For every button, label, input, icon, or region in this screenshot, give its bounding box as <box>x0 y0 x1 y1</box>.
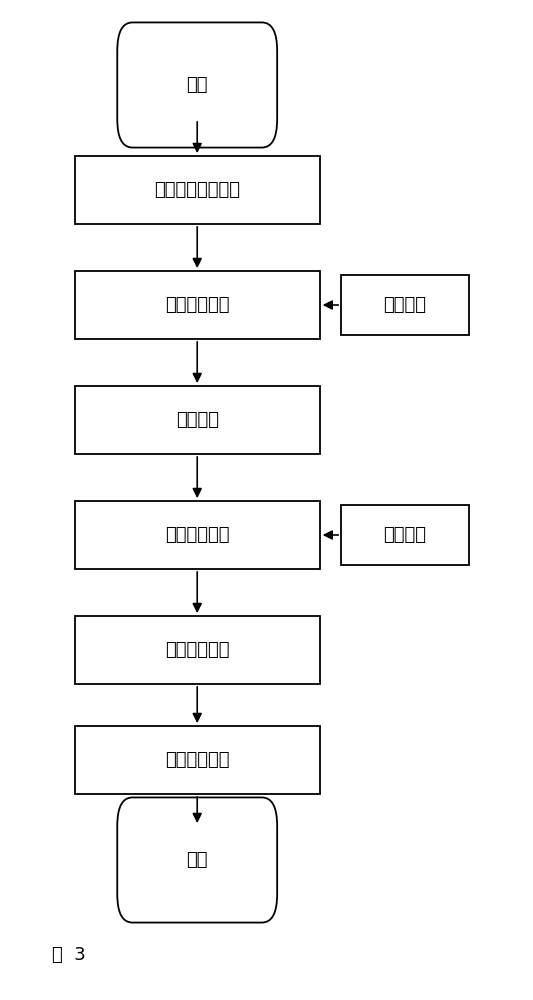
Text: 辅助步骤: 辅助步骤 <box>384 296 426 314</box>
FancyBboxPatch shape <box>75 616 320 684</box>
Text: 辅助步骤: 辅助步骤 <box>384 526 426 544</box>
Text: 功率放大步骤: 功率放大步骤 <box>165 526 230 544</box>
Text: 地层数据输入步骤: 地层数据输入步骤 <box>154 181 240 199</box>
Text: 数据发射步骤: 数据发射步骤 <box>165 751 230 769</box>
FancyBboxPatch shape <box>341 275 469 335</box>
Text: 隔离步骤: 隔离步骤 <box>176 411 219 429</box>
Text: 开始: 开始 <box>187 76 208 94</box>
Text: 数据处理步骤: 数据处理步骤 <box>165 296 230 314</box>
Text: 结束: 结束 <box>187 851 208 869</box>
FancyBboxPatch shape <box>341 505 469 565</box>
FancyBboxPatch shape <box>75 386 320 454</box>
Text: 阻抗变换步骤: 阻抗变换步骤 <box>165 641 230 659</box>
FancyBboxPatch shape <box>75 501 320 569</box>
FancyBboxPatch shape <box>75 726 320 794</box>
Text: 图  3: 图 3 <box>52 946 86 964</box>
FancyBboxPatch shape <box>75 271 320 339</box>
FancyBboxPatch shape <box>117 22 277 148</box>
FancyBboxPatch shape <box>117 797 277 923</box>
FancyBboxPatch shape <box>75 156 320 224</box>
